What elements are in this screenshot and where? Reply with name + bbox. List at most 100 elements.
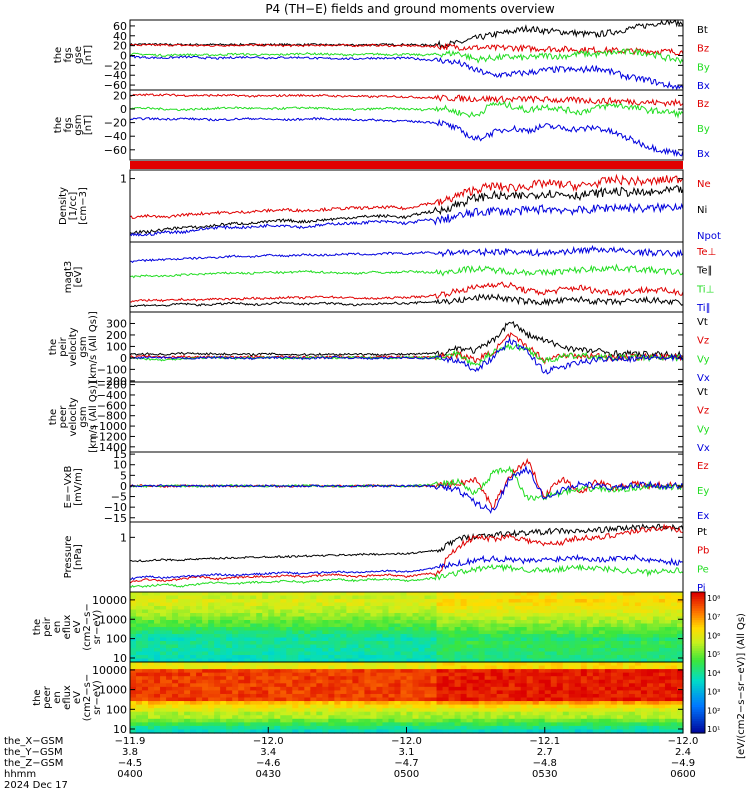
heatmap-cell	[448, 648, 456, 653]
heatmap-cell	[454, 725, 462, 731]
heatmap-cell	[604, 676, 612, 681]
heatmap-cell	[604, 711, 612, 716]
heatmap-cell	[556, 595, 564, 600]
heatmap-cell	[148, 686, 155, 691]
heatmap-cell	[370, 644, 378, 649]
heatmap-cell	[244, 704, 251, 709]
heatmap-cell	[346, 697, 353, 702]
heatmap-cell	[478, 693, 486, 699]
heatmap-cell	[586, 672, 594, 677]
heatmap-cell	[394, 599, 402, 604]
heatmap-cell	[496, 641, 504, 646]
heatmap-cell	[292, 665, 299, 670]
heatmap-cell	[184, 606, 191, 611]
heatmap-cell	[364, 711, 372, 716]
heatmap-cell	[388, 711, 396, 716]
heatmap-cell	[646, 613, 654, 618]
heatmap-cell	[478, 637, 486, 642]
heatmap-cell	[292, 595, 299, 600]
heatmap-cell	[610, 630, 618, 635]
heatmap-cell	[190, 609, 197, 614]
heatmap-cell	[202, 715, 209, 720]
heatmap-cell	[208, 595, 215, 600]
heatmap-cell	[340, 599, 347, 604]
heatmap-cell	[418, 592, 426, 597]
heatmap-cell	[598, 648, 606, 653]
heatmap-cell	[562, 715, 570, 720]
heatmap-cell	[586, 651, 594, 656]
heatmap-cell	[454, 648, 462, 653]
heatmap-cell	[424, 722, 432, 727]
heatmap-cell	[670, 644, 678, 649]
heatmap-cell	[592, 609, 600, 614]
heatmap-cell	[520, 644, 528, 649]
heatmap-cell	[424, 630, 432, 635]
heatmap-cell	[502, 701, 510, 706]
heatmap-cell	[178, 669, 185, 674]
heatmap-cell	[178, 718, 185, 723]
heatmap-cell	[286, 722, 293, 727]
heatmap-cell	[166, 718, 173, 723]
heatmap-cell	[310, 676, 317, 681]
heatmap-cell	[220, 592, 227, 597]
heatmap-cell	[502, 711, 510, 716]
heatmap-cell	[676, 602, 684, 607]
heatmap-cell	[406, 729, 414, 734]
heatmap-cell	[394, 658, 402, 663]
heatmap-cell	[262, 655, 269, 660]
heatmap-cell	[466, 637, 474, 642]
heatmap-cell	[268, 669, 275, 674]
heatmap-cell	[670, 704, 678, 709]
heatmap-cell	[304, 658, 311, 663]
heatmap-cell	[160, 693, 167, 699]
heatmap-cell	[418, 722, 426, 727]
heatmap-cell	[250, 616, 257, 621]
heatmap-cell	[412, 690, 420, 695]
heatmap-cell	[256, 637, 263, 642]
heatmap-cell	[262, 718, 269, 723]
heatmap-cell	[598, 711, 606, 716]
heatmap-cell	[172, 651, 179, 656]
heatmap-cell	[658, 602, 666, 607]
y-tick-label: −20	[104, 117, 127, 130]
heatmap-cell	[202, 595, 209, 600]
heatmap-cell	[160, 599, 167, 604]
heatmap-cell	[652, 722, 660, 727]
heatmap-cell	[406, 602, 414, 607]
heatmap-cell	[190, 630, 197, 635]
heatmap-cell	[256, 662, 263, 667]
heatmap-cell	[598, 715, 606, 720]
heatmap-cell	[592, 704, 600, 709]
heatmap-cell	[298, 722, 305, 727]
heatmap-cell	[202, 683, 209, 688]
heatmap-cell	[334, 662, 341, 667]
heatmap-cell	[568, 704, 576, 709]
heatmap-cell	[202, 729, 209, 734]
heatmap-cell	[406, 686, 414, 691]
heatmap-cell	[280, 686, 287, 691]
heatmap-cell	[220, 655, 227, 660]
heatmap-cell	[358, 683, 366, 688]
heatmap-cell	[280, 623, 287, 628]
heatmap-cell	[250, 676, 257, 681]
heatmap-cell	[490, 651, 498, 656]
heatmap-cell	[214, 602, 221, 607]
heatmap-cell	[394, 620, 402, 625]
heatmap-cell	[550, 658, 558, 663]
heatmap-cell	[436, 637, 444, 642]
heatmap-cell	[292, 616, 299, 621]
heatmap-cell	[154, 599, 161, 604]
heatmap-cell	[580, 708, 588, 713]
heatmap-cell	[610, 644, 618, 649]
heatmap-cell	[364, 602, 372, 607]
heatmap-cell	[328, 708, 335, 713]
heatmap-cell	[544, 718, 552, 723]
heatmap-cell	[640, 634, 648, 639]
heatmap-cell	[442, 613, 450, 618]
heatmap-cell	[472, 669, 480, 674]
heatmap-cell	[154, 686, 161, 691]
heatmap-cell	[634, 637, 642, 642]
heatmap-cell	[652, 609, 660, 614]
heatmap-cell	[634, 725, 642, 731]
heatmap-cell	[418, 729, 426, 734]
